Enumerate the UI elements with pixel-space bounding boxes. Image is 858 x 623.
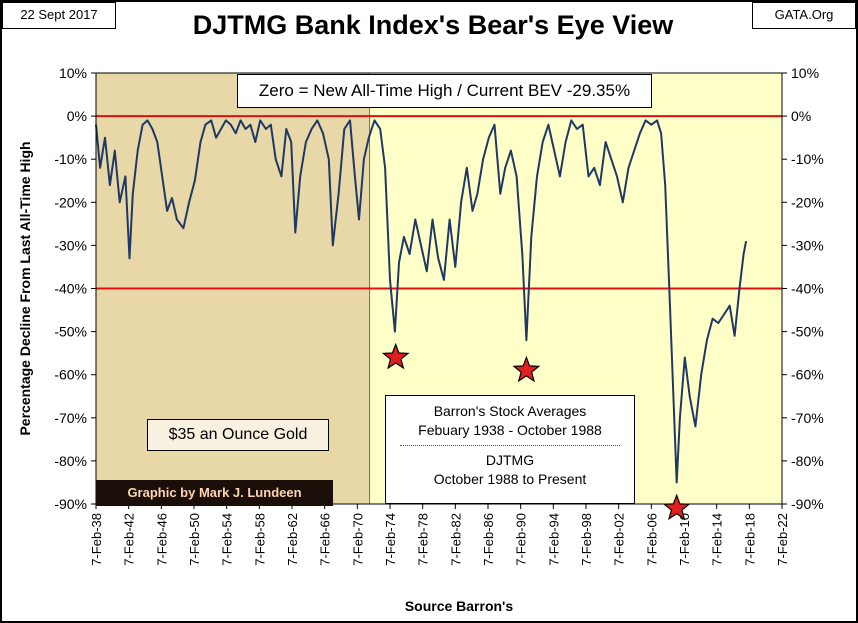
x-axis-title: Source Barron's [405,598,514,614]
chart-subtitle: Zero = New All-Time High / Current BEV -… [258,81,631,100]
y-tick-label-left: -60% [54,367,87,383]
y-tick-label-right: -80% [791,453,824,469]
series-line [95,119,748,484]
y-tick-label-right: -90% [791,496,824,512]
y-tick-label-right: -20% [791,194,824,210]
y-tick-label-left: -30% [54,237,87,253]
x-tick-label: 7-Feb-22 [775,513,790,566]
y-tick-label-left: -40% [54,281,87,297]
y-tick-label-right: -60% [791,367,824,383]
x-tick-label: 7-Feb-54 [220,513,235,566]
x-tick-label: 7-Feb-78 [416,513,431,566]
x-tick-label: 7-Feb-70 [350,513,365,566]
x-tick-label: 7-Feb-66 [318,513,333,566]
gold-era-label: $35 an Ounce Gold [168,426,308,443]
y-tick-label-right: -70% [791,410,824,426]
source-tag-label: GATA.Org [774,7,834,22]
credit-box: Graphic by Mark J. Lundeen [96,480,333,506]
star-marker [662,493,691,521]
y-tick-label-right: -50% [791,324,824,340]
y-tick-label-right: -40% [791,281,824,297]
x-tick-label: 7-Feb-58 [252,513,267,566]
x-tick-label: 7-Feb-10 [677,513,692,566]
y-tick-label-left: -20% [54,194,87,210]
sources-line-2: Febuary 1938 - October 1988 [418,422,602,438]
gold-era-box: $35 an Ounce Gold [147,419,329,451]
y-tick-label-left: -10% [54,151,87,167]
x-tick-label: 7-Feb-42 [122,513,137,566]
x-tick-label: 7-Feb-74 [383,513,398,566]
y-tick-label-left: -80% [54,453,87,469]
sources-line-1: Barron's Stock Averages [433,403,587,419]
y-tick-label-right: 10% [791,65,819,81]
y-tick-label-left: -70% [54,410,87,426]
star-marker [512,355,541,383]
x-tick-label: 7-Feb-18 [742,513,757,566]
y-tick-label-left: -90% [54,496,87,512]
x-tick-label: 7-Feb-14 [710,513,725,566]
sources-line-4: October 1988 to Present [433,471,587,487]
y-tick-label-right: -10% [791,151,824,167]
sources-line-3: DJTMG [485,452,535,468]
x-tick-label: 7-Feb-02 [612,513,627,566]
y-axis-title: Percentage Decline From Last All-Time Hi… [17,141,33,435]
x-tick-label: 7-Feb-38 [89,513,104,566]
y-tick-label-left: -50% [54,324,87,340]
x-tick-label: 7-Feb-94 [546,513,561,566]
sources-box: Barron's Stock Averages Febuary 1938 - O… [385,395,635,504]
x-tick-label: 7-Feb-90 [514,513,529,566]
subtitle-box: Zero = New All-Time High / Current BEV -… [237,74,652,108]
x-tick-label: 7-Feb-50 [187,513,202,566]
sources-divider [400,445,620,446]
y-tick-label-right: -30% [791,237,824,253]
x-tick-label: 7-Feb-46 [154,513,169,566]
y-tick-label-left: 10% [59,65,87,81]
y-tick-label-right: 0% [791,108,811,124]
x-tick-label: 7-Feb-82 [448,513,463,566]
chart-title: DJTMG Bank Index's Bear's Eye View [192,10,674,40]
x-tick-label: 7-Feb-06 [644,513,659,566]
date-box: 22 Sept 2017 [2,2,116,29]
star-marker [381,342,410,370]
credit-label: Graphic by Mark J. Lundeen [127,485,302,500]
y-tick-label-left: 0% [67,108,87,124]
x-tick-label: 7-Feb-98 [579,513,594,566]
x-tick-label: 7-Feb-62 [285,513,300,566]
date-label: 22 Sept 2017 [20,7,98,22]
source-tag-box: GATA.Org [752,2,856,29]
x-tick-label: 7-Feb-86 [481,513,496,566]
